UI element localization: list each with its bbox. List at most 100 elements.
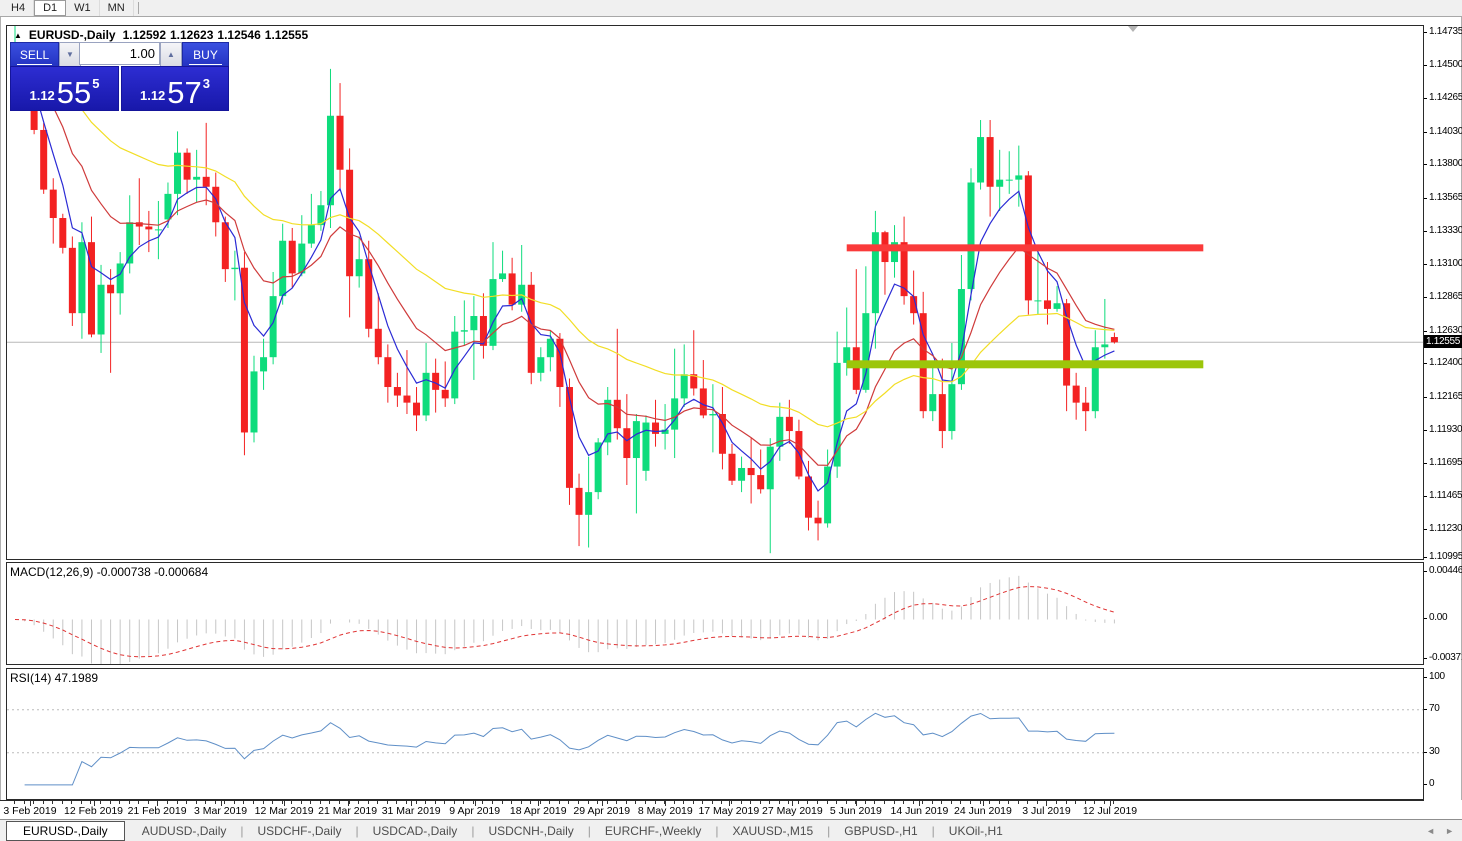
- tab-separator: |: [587, 823, 591, 838]
- tab-scroll-left-icon[interactable]: ◄: [1426, 825, 1436, 836]
- time-minor-tick: [100, 801, 102, 804]
- time-minor-tick: [578, 801, 580, 804]
- price-scale-label-tick: [1424, 65, 1427, 67]
- chart-tab-gbpusd-h1[interactable]: GBPUSD-,H1: [844, 823, 918, 838]
- chart-tab-eurusd-daily[interactable]: EURUSD-,Daily: [6, 820, 125, 841]
- price-scale-label: 1.11465: [1429, 490, 1462, 502]
- buy-price-panel[interactable]: 1.12 57 3: [121, 66, 229, 111]
- time-minor-tick: [759, 801, 761, 804]
- time-minor-tick: [472, 801, 474, 804]
- time-major-tick: [284, 801, 286, 806]
- time-minor-tick: [109, 801, 111, 804]
- time-scale-label: 29 Apr 2019: [573, 805, 631, 817]
- time-scale-label: 31 Mar 2019: [381, 805, 441, 817]
- time-major-tick: [855, 801, 857, 806]
- buy-price-big: 57: [167, 74, 202, 110]
- time-minor-tick: [42, 801, 44, 804]
- chart-tab-ukoil-h1[interactable]: UKOil-,H1: [948, 823, 1003, 838]
- price-chart-pane[interactable]: [6, 25, 1424, 560]
- price-chart-canvas[interactable]: [7, 26, 1423, 559]
- chart-tab-usdchf-daily[interactable]: USDCHF-,Daily: [257, 823, 342, 838]
- time-minor-tick: [90, 801, 92, 804]
- time-minor-tick: [405, 801, 407, 804]
- time-minor-tick: [941, 801, 943, 804]
- time-scale-label: 3 Mar 2019: [194, 805, 248, 817]
- current-price-tag: 1.12555: [1424, 334, 1462, 348]
- chart-tab-eurchf-weekly[interactable]: EURCHF-,Weekly: [604, 823, 702, 838]
- time-minor-tick: [1113, 801, 1115, 804]
- time-minor-tick: [339, 801, 341, 804]
- timeframe-d1-button[interactable]: D1: [34, 0, 67, 16]
- price-scale-label: 1.14735: [1429, 25, 1462, 37]
- price-scale-label-tick: [1424, 131, 1427, 133]
- macd-indicator-pane[interactable]: [6, 562, 1424, 665]
- time-minor-tick: [425, 801, 427, 804]
- time-minor-tick: [635, 801, 637, 804]
- time-minor-tick: [453, 801, 455, 804]
- time-scale[interactable]: 3 Feb 2019 12 Feb 2019 21 Feb 2019 3 Mar 20…: [0, 800, 1462, 819]
- chart-tab-usdcad-daily[interactable]: USDCAD-,Daily: [372, 823, 458, 838]
- time-minor-tick: [740, 801, 742, 804]
- price-scale-label: 1.12400: [1429, 357, 1462, 369]
- price-scale-label-tick: [1424, 98, 1427, 100]
- time-minor-tick: [214, 801, 216, 804]
- timeframe-w1-button[interactable]: W1: [66, 0, 100, 16]
- chart-shift-marker-icon[interactable]: [1128, 26, 1138, 32]
- tab-scroll-right-icon[interactable]: ►: [1445, 825, 1454, 836]
- time-minor-tick: [530, 801, 532, 804]
- volume-decrease-button[interactable]: ▼: [59, 42, 81, 67]
- price-scale[interactable]: 1.14735 1.14500 1.14265 1.14030 1.13800 1.135…: [1424, 18, 1462, 800]
- time-minor-tick: [434, 801, 436, 804]
- collapse-triangle-icon[interactable]: ▲: [14, 30, 22, 40]
- chart-tab-bar: EURUSD-,Daily AUDUSD-,Daily | USDCHF-,Daily…: [0, 819, 1462, 841]
- time-minor-tick: [1103, 801, 1105, 804]
- time-minor-tick: [511, 801, 513, 804]
- price-scale-label-tick: [1424, 31, 1427, 33]
- timeframe-h4-button[interactable]: H4: [3, 0, 35, 16]
- time-minor-tick: [673, 801, 675, 804]
- time-minor-tick: [568, 801, 570, 804]
- chart-tab-audusd-daily[interactable]: AUDUSD-,Daily: [141, 823, 227, 838]
- time-minor-tick: [501, 801, 503, 804]
- chart-tab-usdcnh-daily[interactable]: USDCNH-,Daily: [488, 823, 574, 838]
- macd-scale-label: -0.003715: [1429, 651, 1462, 663]
- time-scale-label: 27 May 2019: [761, 805, 823, 817]
- time-minor-tick: [855, 801, 857, 804]
- price-scale-label: 1.12165: [1429, 390, 1462, 402]
- buy-button[interactable]: BUY: [182, 42, 229, 67]
- sell-price-prefix: 1.12: [29, 88, 55, 103]
- time-minor-tick: [138, 801, 140, 804]
- macd-scale-label-tick: [1424, 657, 1427, 659]
- chart-tab-xauusd-m15[interactable]: XAUUSD-,M15: [732, 823, 814, 838]
- sell-button[interactable]: SELL: [10, 42, 59, 67]
- time-minor-tick: [903, 801, 905, 804]
- time-minor-tick: [616, 801, 618, 804]
- time-minor-tick: [836, 801, 838, 804]
- time-minor-tick: [750, 801, 752, 804]
- time-scale-label: 9 Apr 2019: [449, 805, 501, 817]
- time-minor-tick: [539, 801, 541, 804]
- time-minor-tick: [310, 801, 312, 804]
- sell-price-panel[interactable]: 1.12 55 5: [10, 66, 119, 111]
- time-scale-label: 5 Jun 2019: [829, 805, 882, 817]
- volume-increase-button[interactable]: ▲: [160, 42, 182, 67]
- time-minor-tick: [817, 801, 819, 804]
- time-minor-tick: [186, 801, 188, 804]
- volume-input[interactable]: [79, 42, 160, 65]
- time-minor-tick: [128, 801, 130, 804]
- time-minor-tick: [922, 801, 924, 804]
- time-minor-tick: [950, 801, 952, 804]
- price-scale-label: 1.11695: [1429, 457, 1462, 469]
- rsi-indicator-pane[interactable]: [6, 668, 1424, 800]
- price-scale-label-tick: [1424, 297, 1427, 299]
- time-minor-tick: [587, 801, 589, 804]
- timeframe-mn-button[interactable]: MN: [100, 0, 134, 16]
- time-minor-tick: [606, 801, 608, 804]
- time-minor-tick: [864, 801, 866, 804]
- tab-separator: |: [715, 823, 719, 838]
- tab-separator: |: [240, 823, 244, 838]
- time-minor-tick: [166, 801, 168, 804]
- rsi-label: RSI(14) 47.1989: [10, 671, 99, 685]
- price-scale-label-tick: [1424, 164, 1427, 166]
- time-major-tick: [982, 801, 984, 806]
